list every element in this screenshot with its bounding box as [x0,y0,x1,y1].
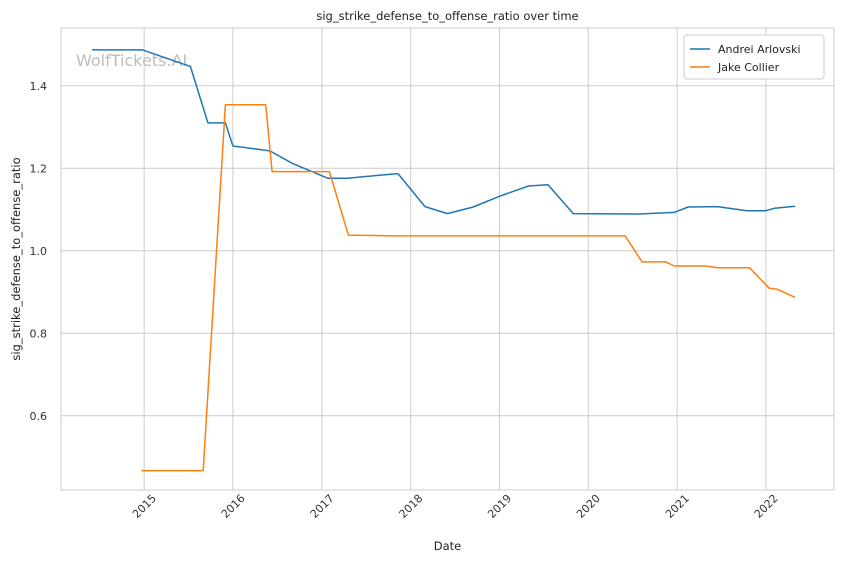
legend-box [683,34,825,80]
y-tick-label: 1.4 [30,80,48,93]
watermark: WolfTickets.AI [76,51,187,70]
series-line-1 [141,103,796,472]
legend-label-0: Andrei Arlovski [718,43,801,56]
y-tick-label: 1.2 [30,162,48,175]
series-layer [92,49,796,472]
legend: Andrei Arlovski Jake Collier [683,34,825,80]
x-tick-label: 2015 [130,492,159,521]
grid-lines [61,28,834,490]
chart-title: sig_strike_defense_to_offense_ratio over… [316,9,578,23]
x-tick-label: 2021 [663,492,692,521]
y-axis-label: sig_strike_defense_to_offense_ratio [9,157,23,360]
series-line-0 [92,49,796,215]
y-tick-label: 0.8 [30,327,48,340]
x-axis-ticks: 2015 2016 2017 2018 2019 2020 2021 2022 [130,492,781,521]
x-tick-label: 2019 [485,492,514,521]
x-tick-label: 2018 [397,492,426,521]
x-tick-label: 2016 [219,492,248,521]
y-axis-ticks: 0.6 0.8 1.0 1.2 1.4 [30,80,48,423]
x-tick-label: 2020 [574,492,603,521]
legend-label-1: Jake Collier [717,61,780,74]
y-tick-label: 0.6 [30,410,48,423]
x-tick-label: 2022 [752,492,781,521]
x-tick-label: 2017 [308,492,337,521]
x-axis-label: Date [434,539,462,553]
y-tick-label: 1.0 [30,245,48,258]
plot-area-frame [60,27,835,491]
